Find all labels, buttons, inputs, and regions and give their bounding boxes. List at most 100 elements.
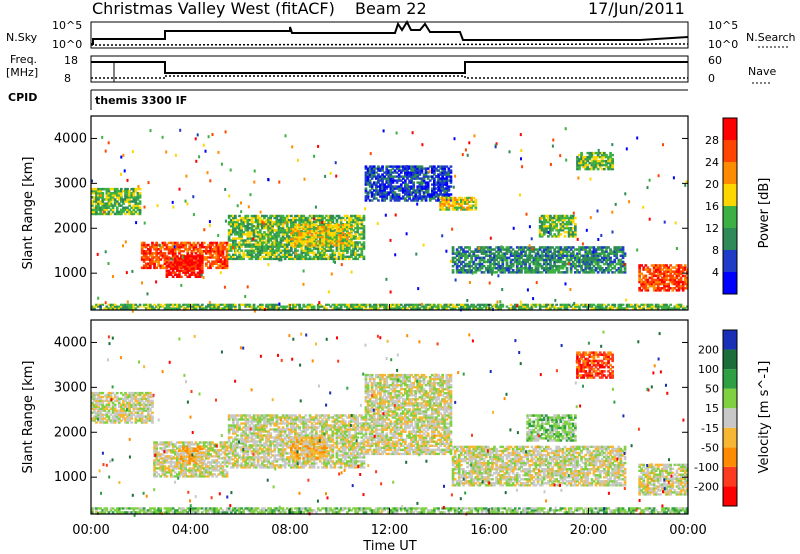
power-echo-cell (675, 270, 679, 273)
power-echo-cell (142, 258, 146, 261)
power-echo-cell (619, 258, 623, 262)
power-echo-cell (130, 212, 134, 216)
power-echo-cell (287, 239, 291, 242)
power-echo-cell (159, 264, 163, 267)
power-noise-cell (470, 269, 473, 273)
power-echo-cell (232, 220, 235, 224)
power-echo-cell (385, 197, 389, 200)
power-echo-cell (153, 264, 156, 267)
power-echo-cell (428, 195, 432, 198)
power-echo-cell (607, 165, 610, 169)
power-echo-cell (207, 305, 210, 308)
power-echo-cell (124, 303, 127, 306)
power-echo-cell (391, 179, 395, 182)
power-echo-cell (319, 214, 322, 218)
power-echo-cell (261, 305, 264, 308)
power-echo-cell (497, 305, 500, 308)
power-echo-cell (298, 223, 301, 227)
power-echo-cell (360, 305, 364, 308)
power-echo-cell (445, 177, 449, 180)
power-echo-cell (493, 258, 496, 262)
power-echo-cell (661, 280, 664, 284)
power-echo-cell (683, 276, 687, 280)
power-echo-cell (528, 258, 532, 262)
power-echo-cell (509, 303, 513, 306)
power-echo-cell (545, 267, 548, 270)
power-echo-cell (553, 250, 556, 253)
power-echo-cell (509, 262, 513, 266)
power-echo-cell (93, 192, 96, 195)
power-echo-cell (495, 250, 498, 253)
power-echo-cell (582, 159, 585, 163)
power-echo-cell (478, 305, 482, 308)
power-echo-cell (499, 248, 503, 251)
power-echo-cell (275, 245, 279, 248)
power-echo-cell (522, 250, 525, 253)
power-echo-cell (443, 187, 447, 190)
power-echo-cell (555, 216, 558, 220)
power-echo-cell (501, 262, 505, 266)
power-echo-cell (466, 303, 469, 306)
power-echo-cell (132, 200, 136, 203)
power-echo-cell (431, 305, 434, 308)
power-echo-cell (447, 200, 451, 203)
power-echo-cell (505, 264, 509, 268)
power-echo-cell (460, 204, 463, 207)
power-echo-cell (178, 263, 181, 266)
power-echo-cell (453, 202, 457, 205)
power-echo-cell (113, 305, 117, 308)
power-echo-cell (563, 264, 567, 268)
power-echo-cell (509, 271, 513, 274)
power-echo-cell (302, 305, 306, 308)
power-echo-cell (292, 238, 295, 241)
power-echo-cell (493, 256, 496, 260)
power-echo-cell (464, 252, 467, 255)
power-echo-cell (399, 303, 403, 306)
power-echo-cell (261, 251, 264, 254)
power-noise-cell (244, 295, 247, 298)
power-echo-cell (103, 198, 107, 201)
power-echo-cell (455, 271, 459, 274)
power-echo-cell (258, 251, 262, 254)
power-echo-cell (652, 264, 656, 267)
power-echo-cell (329, 223, 333, 227)
power-echo-cell (603, 153, 606, 157)
power-noise-cell (636, 136, 639, 140)
power-echo-cell (356, 241, 359, 244)
power-echo-cell (667, 282, 670, 286)
power-echo-cell (542, 267, 546, 270)
power-echo-cell (667, 278, 670, 282)
power-echo-cell (333, 303, 337, 306)
power-echo-cell (594, 248, 598, 251)
power-echo-cell (451, 252, 455, 255)
power-echo-cell (155, 248, 158, 251)
power-echo-cell (553, 227, 556, 230)
power-echo-cell (650, 307, 654, 310)
power-echo-cell (117, 212, 121, 216)
power-echo-cell (474, 198, 478, 202)
power-echo-cell (377, 165, 380, 168)
power-echo-cell (298, 240, 301, 243)
power-echo-cell (279, 243, 283, 246)
power-echo-cell (339, 227, 343, 231)
power-echo-cell (449, 199, 453, 202)
power-echo-cell (196, 259, 200, 262)
power-echo-cell (420, 189, 424, 192)
power-echo-cell (441, 181, 444, 184)
power-echo-cell (600, 269, 604, 272)
power-echo-cell (244, 214, 248, 218)
power-echo-cell (321, 243, 324, 246)
power-echo-cell (588, 248, 592, 251)
power-echo-cell (532, 271, 536, 274)
power-echo-cell (296, 242, 299, 245)
power-noise-cell (332, 260, 335, 263)
power-noise-cell (96, 252, 99, 256)
power-echo-cell (308, 244, 312, 247)
power-echo-cell (290, 220, 293, 224)
power-echo-cell (362, 243, 366, 246)
power-echo-cell (368, 169, 372, 172)
power-echo-cell (202, 307, 206, 310)
power-echo-cell (389, 305, 393, 308)
power-echo-cell (422, 305, 426, 308)
power-echo-cell (395, 307, 399, 310)
